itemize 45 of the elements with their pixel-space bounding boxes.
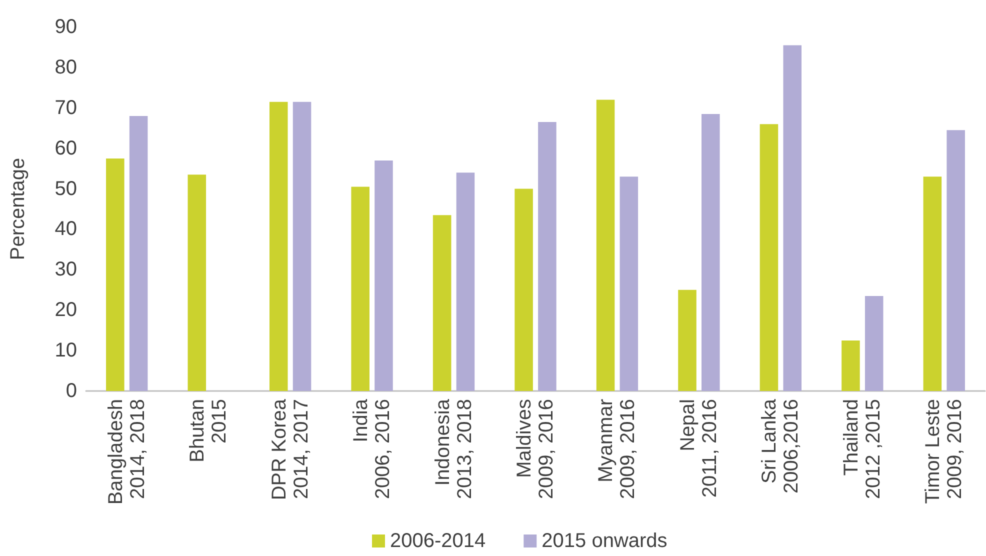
y-axis-title: Percentage bbox=[7, 158, 29, 260]
bar bbox=[678, 290, 696, 391]
x-tick-label: Thailand 2012 ,2015 bbox=[840, 399, 884, 500]
y-tick-label: 50 bbox=[54, 178, 77, 200]
x-tick-label: Indonesia 2013, 2018 bbox=[432, 398, 476, 500]
bar bbox=[129, 116, 148, 391]
bar bbox=[783, 45, 802, 391]
bar bbox=[946, 130, 965, 391]
bar bbox=[514, 188, 533, 391]
bar bbox=[760, 124, 778, 391]
y-tick-label: 40 bbox=[54, 218, 77, 240]
x-tick-label: Timor Leste 2009, 2016 bbox=[922, 399, 966, 504]
y-tick-label: 20 bbox=[54, 299, 77, 322]
bar bbox=[864, 296, 884, 391]
x-tick-label: Bangladesh 2014, 2018 bbox=[104, 399, 149, 505]
bar bbox=[702, 114, 720, 391]
bar bbox=[188, 174, 206, 391]
bar bbox=[923, 176, 942, 391]
bar bbox=[269, 102, 288, 391]
bar bbox=[596, 100, 615, 391]
y-tick-label: 60 bbox=[54, 137, 77, 160]
x-tick-label: Sri Lanka 2006,2016 bbox=[758, 398, 803, 494]
x-tick-label: India 2006, 2016 bbox=[350, 398, 394, 500]
bar bbox=[292, 102, 312, 391]
x-tick-label: Bhutan 2015 bbox=[186, 399, 231, 462]
bar bbox=[351, 186, 370, 391]
legend-label: 2006-2014 bbox=[390, 530, 486, 552]
bar bbox=[374, 160, 393, 391]
bar bbox=[106, 158, 124, 391]
y-tick-label: 30 bbox=[54, 258, 77, 281]
x-tick-label: Maldives 2009, 2016 bbox=[514, 399, 558, 500]
y-tick-label: 80 bbox=[54, 56, 77, 78]
bar bbox=[620, 176, 638, 391]
bar bbox=[456, 172, 475, 391]
x-tick-label: DPR Korea 2014, 2017 bbox=[268, 398, 312, 500]
y-tick-label: 70 bbox=[54, 96, 77, 119]
x-tick-label: Nepal 2011, 2016 bbox=[676, 399, 721, 498]
y-tick-label: 0 bbox=[66, 380, 77, 402]
y-tick-label: 10 bbox=[54, 340, 77, 362]
y-tick-label: 90 bbox=[54, 16, 77, 38]
legend-label: 2015 onwards bbox=[542, 530, 668, 552]
x-tick-label: Myanmar 2009, 2016 bbox=[595, 398, 640, 500]
bar bbox=[432, 215, 452, 391]
bar bbox=[842, 340, 860, 391]
bar bbox=[538, 122, 556, 391]
